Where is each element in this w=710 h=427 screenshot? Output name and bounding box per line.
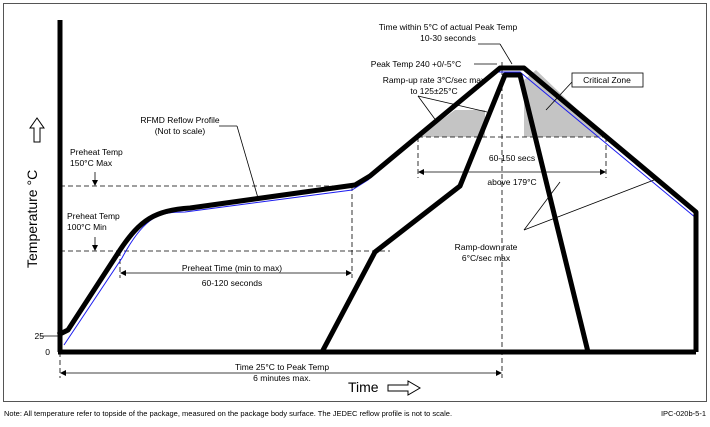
- secs60-head-left: [418, 169, 424, 175]
- diagram-frame: [3, 3, 707, 402]
- jedec-min-profile-curve: [319, 72, 591, 354]
- preheat150-label-line1: Preheat Temp: [70, 147, 123, 157]
- y-axis-arrow-icon: [29, 117, 45, 143]
- preheat-time-label-line1: Preheat Time (min to max): [182, 263, 282, 273]
- arrow-100-head: [92, 245, 98, 251]
- leader-rampup-b: [417, 95, 488, 113]
- footnote: Note: All temperature refer to topside o…: [4, 409, 452, 418]
- time25-head-right: [496, 370, 502, 376]
- rfmd-label-line1: RFMD Reflow Profile: [140, 115, 220, 125]
- leader-rampup-a: [417, 95, 438, 123]
- rampdown-label-line2: 6°C/sec max: [462, 253, 511, 263]
- preheat100-label-line2: 100°C Min: [67, 222, 107, 232]
- y-axis-title: Temperature °C: [24, 170, 40, 268]
- x-axis-arrow-icon: [387, 380, 421, 396]
- preheat100-label-line1: Preheat Temp: [67, 211, 120, 221]
- secs60-label-line2: above 179°C: [487, 177, 536, 187]
- time25-label-line2: 6 minutes max.: [253, 373, 311, 383]
- reference-lines: [59, 62, 607, 378]
- preheat150-label-line2: 150°C Max: [70, 158, 113, 168]
- secs60-head-right: [600, 169, 606, 175]
- critical-zone-left-area: [418, 110, 485, 137]
- rampup-label-line2: to 125±25°C: [410, 86, 457, 96]
- leader-rampdown-a: [523, 181, 561, 231]
- jedec-max-profile-curve: [56, 65, 699, 352]
- time-within-label-line2: 10-30 seconds: [420, 33, 476, 43]
- leader-rfmd-b: [236, 125, 259, 199]
- y-tick-25-label: 25: [35, 331, 45, 341]
- time-within-label-line1: Time within 5°C of actual Peak Temp: [379, 22, 518, 32]
- x-axis-title: Time: [348, 379, 379, 395]
- time25-head-left: [60, 370, 66, 376]
- rfmd-label-line2: (Not to scale): [155, 126, 206, 136]
- leader-critical-zone: [545, 81, 573, 111]
- peak-temp-label: Peak Temp 240 +0/-5°C: [371, 59, 461, 69]
- rampdown-label-line1: Ramp-down rate: [455, 242, 518, 252]
- rfmd-profile-curve: [63, 71, 697, 346]
- critical-zone-label: Critical Zone: [583, 75, 631, 85]
- secs60-label-line1: 60-150 secs: [489, 153, 535, 163]
- preheat-time-head-left: [120, 270, 126, 276]
- y-tick-0-label: 0: [45, 347, 50, 357]
- time25-label-line1: Time 25°C to Peak Temp: [235, 362, 329, 372]
- arrow-150-head: [92, 180, 98, 186]
- rampup-label-line1: Ramp-up rate 3°C/sec max: [383, 75, 486, 85]
- figure-id: IPC-020b-5-1: [661, 409, 706, 418]
- dimension-arrows: [60, 169, 606, 376]
- callout-leaders: [219, 43, 655, 231]
- preheat-time-label-line2: 60-120 seconds: [202, 278, 263, 288]
- critical-zone-box: [571, 72, 644, 88]
- preheat-time-head-right: [346, 270, 352, 276]
- leader-rampdown-b: [523, 179, 655, 231]
- leader-time-within-b: [499, 43, 513, 65]
